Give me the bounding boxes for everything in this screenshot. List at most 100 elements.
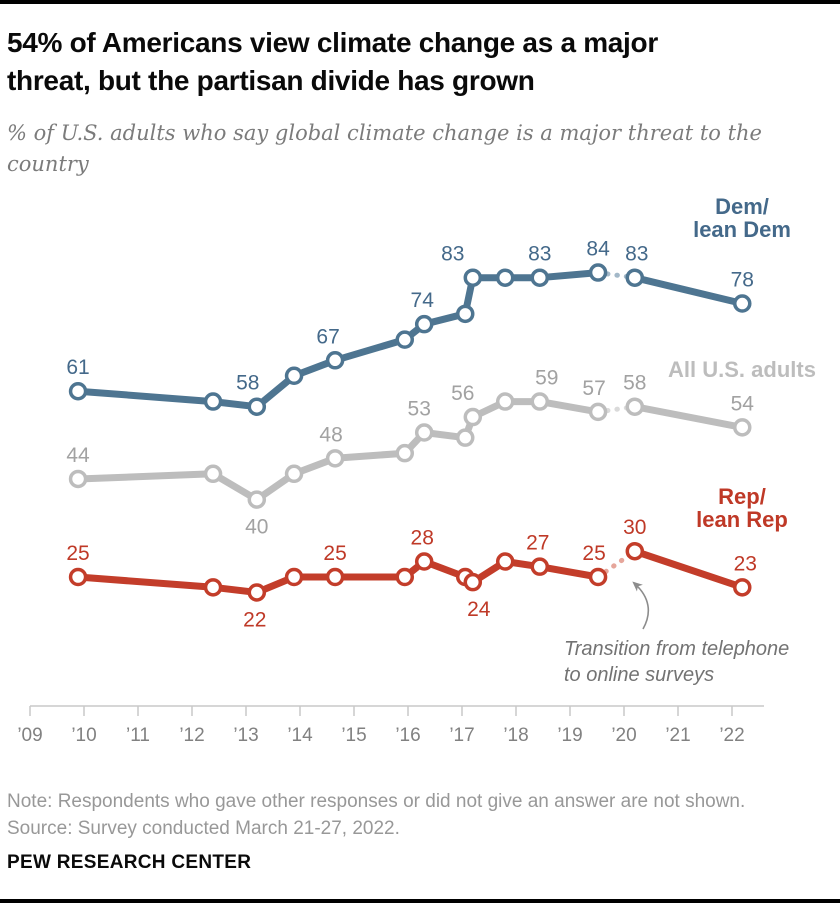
data-point-rep	[733, 578, 752, 597]
x-tick-label: ’19	[557, 725, 582, 746]
data-point-dem	[414, 314, 434, 334]
legend-rep-lean-rep: Rep/ lean Rep	[642, 485, 840, 531]
point-label-dem: 58	[236, 372, 259, 395]
x-tick-label: ’22	[719, 725, 744, 746]
data-point-dem	[247, 397, 267, 416]
data-point-all	[495, 392, 515, 411]
x-tick-label: ’15	[341, 725, 366, 746]
data-point-all	[463, 407, 483, 427]
annotation-arrow	[632, 581, 650, 630]
data-point-dem	[530, 268, 550, 287]
point-label-rep: 27	[526, 532, 549, 555]
data-point-all	[625, 397, 645, 416]
point-label-dem: 83	[528, 243, 551, 266]
point-label-all: 53	[408, 398, 431, 421]
point-label-dem: 61	[66, 356, 89, 379]
data-point-rep	[68, 567, 88, 587]
data-point-all	[733, 418, 752, 437]
data-point-dem	[395, 330, 415, 349]
point-label-all: 56	[451, 382, 474, 405]
data-point-all	[395, 443, 415, 463]
data-point-dem	[733, 294, 752, 313]
point-label-all: 40	[245, 516, 268, 539]
data-point-all	[588, 402, 608, 422]
chart-title: 54% of Americans view climate change as …	[7, 24, 807, 100]
point-label-all: 59	[535, 367, 558, 390]
data-point-all	[325, 449, 345, 468]
data-point-dem	[455, 304, 475, 324]
x-tick-label: ’11	[126, 725, 150, 746]
data-point-rep	[203, 578, 223, 597]
data-point-dem	[625, 268, 645, 287]
chart-title-line2: threat, but the partisan divide has grow…	[7, 65, 535, 96]
bottom-divider	[0, 899, 840, 903]
top-divider	[0, 0, 840, 4]
x-tick-label: ’16	[395, 725, 420, 746]
point-label-all: 44	[66, 444, 90, 467]
transition-annotation-line1: Transition from telephone	[564, 638, 790, 660]
x-tick-label: ’21	[665, 725, 690, 746]
x-tick-label: ’10	[71, 725, 96, 746]
data-point-all	[247, 490, 267, 509]
point-label-all: 48	[319, 423, 342, 446]
point-label-rep: 28	[411, 527, 434, 550]
chart-subtitle-line2: country	[7, 152, 89, 176]
x-tick-label: ’12	[179, 725, 204, 746]
series-line-dem	[631, 274, 746, 307]
data-point-all	[530, 392, 550, 411]
transition-annotation-line2: to online surveys	[564, 664, 715, 686]
point-label-rep: 30	[623, 516, 646, 539]
point-label-rep: 25	[66, 542, 89, 565]
point-label-all: 54	[731, 392, 755, 415]
point-label-rep: 22	[243, 608, 266, 631]
legend-dem-line2: lean Dem	[693, 217, 791, 242]
legend-dem-lean-dem: Dem/ lean Dem	[642, 195, 840, 241]
data-point-rep	[530, 557, 550, 576]
data-point-all	[68, 469, 88, 489]
legend-rep-line2: lean Rep	[696, 507, 788, 532]
data-point-rep	[395, 567, 415, 587]
point-label-dem: 67	[316, 325, 339, 348]
point-label-dem: 74	[411, 289, 435, 312]
point-label-all: 58	[623, 372, 646, 395]
legend-all-line1: All U.S. adults	[668, 357, 816, 382]
legend-rep-line1: Rep/	[718, 484, 766, 509]
data-point-rep	[495, 552, 515, 571]
data-point-rep	[463, 572, 483, 592]
data-point-rep	[284, 567, 304, 587]
data-point-dem	[325, 351, 345, 370]
data-point-rep	[325, 567, 345, 587]
data-point-rep	[625, 541, 645, 561]
data-point-dem	[588, 263, 608, 282]
series-line-rep	[631, 547, 746, 591]
data-point-rep	[247, 583, 267, 602]
x-tick-label: ’14	[287, 725, 313, 746]
note-text: Note: Respondents who gave other respons…	[7, 791, 746, 812]
data-point-dem	[203, 392, 223, 411]
point-label-rep: 25	[582, 542, 605, 565]
legend-all-us-adults: All U.S. adults	[642, 358, 840, 381]
point-label-rep: 23	[734, 552, 757, 575]
x-tick-label: ’20	[611, 725, 636, 746]
point-label-rep: 24	[467, 598, 491, 621]
source-text: Source: Survey conducted March 21-27, 20…	[7, 818, 400, 839]
data-point-rep	[588, 567, 608, 587]
data-point-all	[203, 464, 223, 484]
point-label-all: 57	[582, 377, 605, 400]
point-label-rep: 25	[323, 542, 346, 565]
data-point-dem	[495, 268, 515, 287]
transition-annotation: Transition from telephone to online surv…	[564, 636, 814, 688]
point-label-dem: 84	[586, 238, 610, 261]
series-line-all	[631, 403, 746, 431]
point-label-dem: 78	[731, 269, 754, 292]
data-point-all	[455, 428, 475, 447]
legend-dem-line1: Dem/	[715, 194, 769, 219]
x-tick-label: ’17	[449, 725, 474, 746]
x-tick-label: ’13	[233, 725, 258, 746]
chart-title-line1: 54% of Americans view climate change as …	[7, 27, 658, 58]
x-tick-label: ’09	[17, 725, 42, 746]
pew-research-center-wordmark: PEW RESEARCH CENTER	[7, 852, 252, 873]
point-label-dem: 83	[441, 243, 464, 266]
point-label-dem: 83	[625, 243, 648, 266]
